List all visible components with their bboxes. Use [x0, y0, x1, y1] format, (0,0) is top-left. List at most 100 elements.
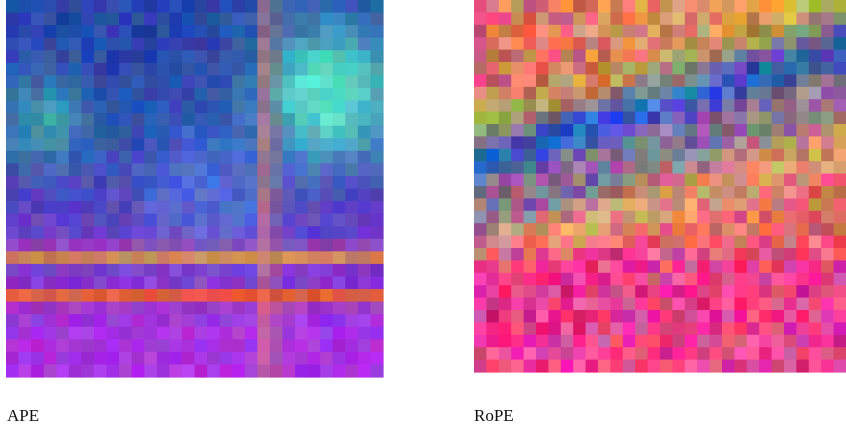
pixel [474, 347, 487, 360]
pixel [635, 248, 648, 261]
pixel [270, 302, 283, 315]
pixel [623, 50, 636, 63]
pixel [635, 112, 648, 125]
pixel [834, 248, 846, 261]
pixel [232, 88, 245, 101]
pixel [44, 239, 57, 252]
pixel [486, 74, 499, 87]
pixel [81, 264, 94, 277]
pixel [220, 113, 233, 126]
pixel [821, 62, 834, 75]
pixel [370, 151, 383, 164]
pixel [586, 87, 599, 100]
pixel [685, 298, 698, 311]
pixel [94, 289, 107, 302]
pixel [685, 62, 698, 75]
pixel [333, 113, 346, 126]
pixel [598, 260, 611, 273]
pixel [370, 327, 383, 340]
pixel [784, 248, 797, 261]
pixel [308, 214, 321, 227]
pixel [809, 260, 822, 273]
pixel [107, 75, 120, 88]
pixel [144, 314, 157, 327]
pixel [623, 236, 636, 249]
pixel [220, 75, 233, 88]
pixel [499, 149, 512, 162]
pixel [56, 138, 69, 151]
pixel [809, 248, 822, 261]
pixel [358, 339, 371, 352]
pixel [734, 273, 747, 286]
pixel [499, 186, 512, 199]
pixel [685, 37, 698, 50]
pixel [69, 276, 82, 289]
pixel [132, 88, 145, 101]
pixel [511, 136, 524, 149]
pixel [586, 37, 599, 50]
pixel [31, 276, 44, 289]
pixel [308, 339, 321, 352]
pixel [358, 113, 371, 126]
pixel [747, 149, 760, 162]
pixel [295, 289, 308, 302]
pixel [144, 163, 157, 176]
pixel [257, 176, 270, 189]
pixel [144, 151, 157, 164]
pixel [6, 138, 19, 151]
pixel [486, 136, 499, 149]
pixel [157, 113, 170, 126]
pixel [548, 124, 561, 137]
pixel [132, 302, 145, 315]
pixel [107, 113, 120, 126]
pixel [232, 50, 245, 63]
pixel [220, 163, 233, 176]
pixel [821, 37, 834, 50]
pixel [598, 310, 611, 323]
pixel [245, 276, 258, 289]
pixel [635, 99, 648, 112]
pixel [245, 239, 258, 252]
pixel [648, 174, 661, 187]
pixel [809, 136, 822, 149]
pixel [660, 248, 673, 261]
pixel [697, 12, 710, 25]
pixel [524, 74, 537, 87]
pixel [333, 302, 346, 315]
pixel [598, 236, 611, 249]
pixel [796, 248, 809, 261]
pixel [107, 214, 120, 227]
pixel [784, 37, 797, 50]
pixel [710, 174, 723, 187]
pixel [697, 50, 710, 63]
pixel [44, 113, 57, 126]
pixel [672, 149, 685, 162]
pixel [107, 251, 120, 264]
pixel [499, 112, 512, 125]
pixel [245, 264, 258, 277]
pixel [308, 251, 321, 264]
pixel [320, 239, 333, 252]
pixel [333, 151, 346, 164]
pixel [132, 364, 145, 377]
pixel [772, 87, 785, 100]
pixel [169, 126, 182, 139]
pixel [232, 226, 245, 239]
pixel [486, 236, 499, 249]
pixel [821, 248, 834, 261]
pixel [635, 161, 648, 174]
pixel [710, 136, 723, 149]
pixel [697, 37, 710, 50]
pixel [734, 335, 747, 348]
pixel [19, 339, 32, 352]
pixel [245, 25, 258, 38]
pixel [358, 214, 371, 227]
pixel [94, 0, 107, 13]
pixel [132, 63, 145, 76]
pixel [710, 211, 723, 224]
pixel [44, 25, 57, 38]
pixel [169, 151, 182, 164]
pixel [207, 327, 220, 340]
pixel [144, 302, 157, 315]
pixel [157, 226, 170, 239]
